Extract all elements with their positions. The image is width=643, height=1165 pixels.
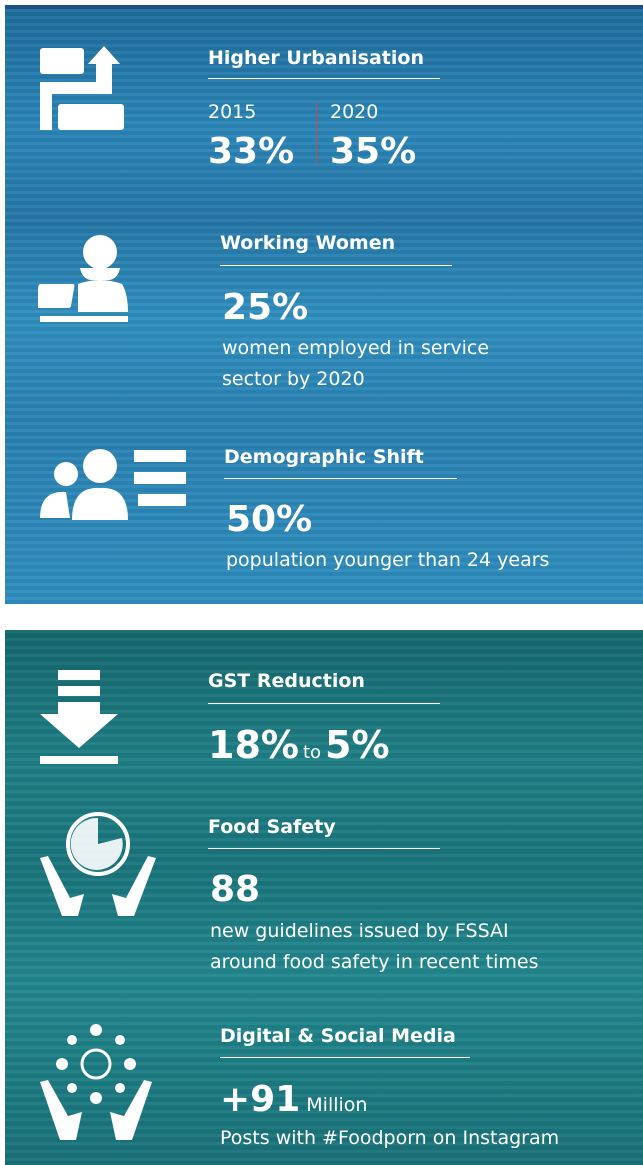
stat-unit: Million	[306, 1094, 368, 1116]
stat: 33%	[208, 131, 295, 172]
digital-icon	[40, 1024, 152, 1140]
description: around food safety in recent times	[210, 951, 539, 973]
stat: 18% to 5%	[208, 726, 390, 764]
stat: +91 Million	[220, 1082, 367, 1118]
item-title: Demographic Shift	[224, 446, 424, 468]
title-rule	[208, 848, 440, 849]
description: Posts with #Foodporn on Instagram	[220, 1127, 560, 1149]
stat-from: 18%	[208, 723, 299, 767]
reduction-icon	[40, 670, 118, 764]
demographic-icon	[40, 449, 186, 520]
stat: 50%	[226, 499, 313, 540]
year: 2020	[330, 101, 379, 123]
item-title: Higher Urbanisation	[208, 47, 424, 69]
stat-to: 5%	[325, 723, 390, 767]
title-rule	[220, 1057, 470, 1058]
description: women employed in service	[222, 337, 490, 359]
item-title: Working Women	[220, 232, 396, 254]
item-title: Food Safety	[208, 816, 336, 838]
description: sector by 2020	[222, 368, 365, 390]
stat: 88	[210, 869, 261, 910]
item-title: GST Reduction	[208, 670, 365, 692]
food-safety-icon	[40, 812, 156, 916]
stat: 25%	[222, 287, 309, 328]
urbanisation-icon	[40, 46, 124, 130]
working-woman-icon	[38, 235, 128, 322]
title-rule	[220, 265, 452, 266]
stat-connector: to	[302, 742, 322, 763]
title-rule	[224, 478, 457, 479]
title-rule	[208, 78, 440, 79]
description: new guidelines issued by FSSAI	[210, 920, 509, 942]
divider	[316, 102, 317, 164]
year: 2015	[208, 101, 257, 123]
stat: 35%	[330, 131, 417, 172]
description: population younger than 24 years	[226, 549, 550, 571]
item-title: Digital & Social Media	[220, 1025, 456, 1047]
title-rule	[208, 703, 440, 704]
stat-value: +91	[220, 1079, 301, 1120]
